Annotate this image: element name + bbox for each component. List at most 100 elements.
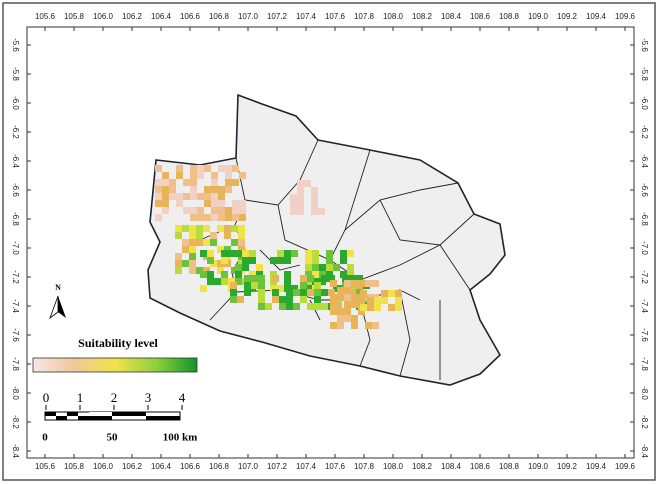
cell <box>204 214 211 221</box>
cell <box>272 296 279 303</box>
cell <box>217 267 224 274</box>
cell <box>155 179 162 186</box>
cell <box>225 172 232 179</box>
cell <box>211 179 218 186</box>
cell <box>258 289 265 296</box>
cell <box>183 207 190 214</box>
cell <box>312 250 319 257</box>
cell <box>381 297 388 304</box>
cell <box>284 257 291 264</box>
cell <box>272 275 279 282</box>
cell <box>286 303 293 310</box>
cell <box>244 282 251 289</box>
cell <box>300 282 307 289</box>
cell <box>307 303 314 310</box>
lat-label: -5.6 <box>11 38 20 52</box>
cell <box>190 207 197 214</box>
cell <box>297 208 304 215</box>
cell <box>242 257 249 264</box>
cell <box>277 285 284 292</box>
cell <box>337 294 344 301</box>
cell <box>244 289 251 296</box>
lon-label: 107.2 <box>267 462 288 471</box>
cell <box>182 239 189 246</box>
lon-label: 109.2 <box>557 462 578 471</box>
cell <box>189 246 196 253</box>
scale-bar: 0 50 100 km <box>42 411 197 444</box>
cell <box>232 200 239 207</box>
lat-label: -5.8 <box>11 67 20 81</box>
cell <box>189 232 196 239</box>
cell <box>333 285 340 292</box>
cell <box>231 225 238 232</box>
cell <box>351 294 358 301</box>
scale-label: 0 <box>42 432 48 444</box>
cell <box>358 280 365 287</box>
legend-tick-label: 2 <box>111 390 118 405</box>
cell <box>335 303 342 310</box>
cell <box>218 165 225 172</box>
lat-label: -7.2 <box>11 270 20 284</box>
cell <box>155 200 162 207</box>
cell <box>305 250 312 257</box>
cell <box>360 290 367 297</box>
cell <box>311 201 318 208</box>
cell <box>321 289 328 296</box>
legend-colorbar <box>32 357 198 373</box>
cell <box>176 165 183 172</box>
cell <box>340 250 347 257</box>
cell <box>388 290 395 297</box>
cell <box>155 186 162 193</box>
cell <box>340 271 347 278</box>
cell <box>328 289 335 296</box>
cell <box>290 208 297 215</box>
cell <box>204 186 211 193</box>
cell <box>175 260 182 267</box>
cell <box>190 214 197 221</box>
cell <box>344 280 351 287</box>
cell <box>337 308 344 315</box>
cell <box>337 315 344 322</box>
cell <box>204 200 211 207</box>
cell <box>169 193 176 200</box>
cell <box>203 239 210 246</box>
cell <box>218 207 225 214</box>
cell <box>242 250 249 257</box>
cell <box>256 264 263 271</box>
cell <box>162 193 169 200</box>
cell <box>176 172 183 179</box>
cell <box>238 260 245 267</box>
cell <box>293 303 300 310</box>
cell <box>337 287 344 294</box>
cell <box>175 232 182 239</box>
lat-label: -6.0 <box>11 96 20 110</box>
cell <box>207 271 214 278</box>
lat-label: -8.4 <box>640 444 649 458</box>
cell <box>304 180 311 187</box>
lon-label: 106.8 <box>209 462 230 471</box>
cell <box>176 193 183 200</box>
cell <box>221 278 228 285</box>
cell <box>365 280 372 287</box>
cell <box>305 285 312 292</box>
cell <box>305 264 312 271</box>
lat-label: -8.0 <box>640 386 649 400</box>
cell <box>242 264 249 271</box>
cell <box>351 315 358 322</box>
cell <box>225 179 232 186</box>
cell <box>221 271 228 278</box>
cell <box>349 275 356 282</box>
lat-label: -6.2 <box>11 125 20 139</box>
cell <box>162 200 169 207</box>
cell <box>211 186 218 193</box>
cell <box>203 267 210 274</box>
lat-label: -8.2 <box>640 415 649 429</box>
cell <box>237 296 244 303</box>
cell <box>211 214 218 221</box>
cell <box>175 267 182 274</box>
cell <box>277 250 284 257</box>
cell <box>230 296 237 303</box>
cell <box>238 239 245 246</box>
cell <box>307 275 314 282</box>
